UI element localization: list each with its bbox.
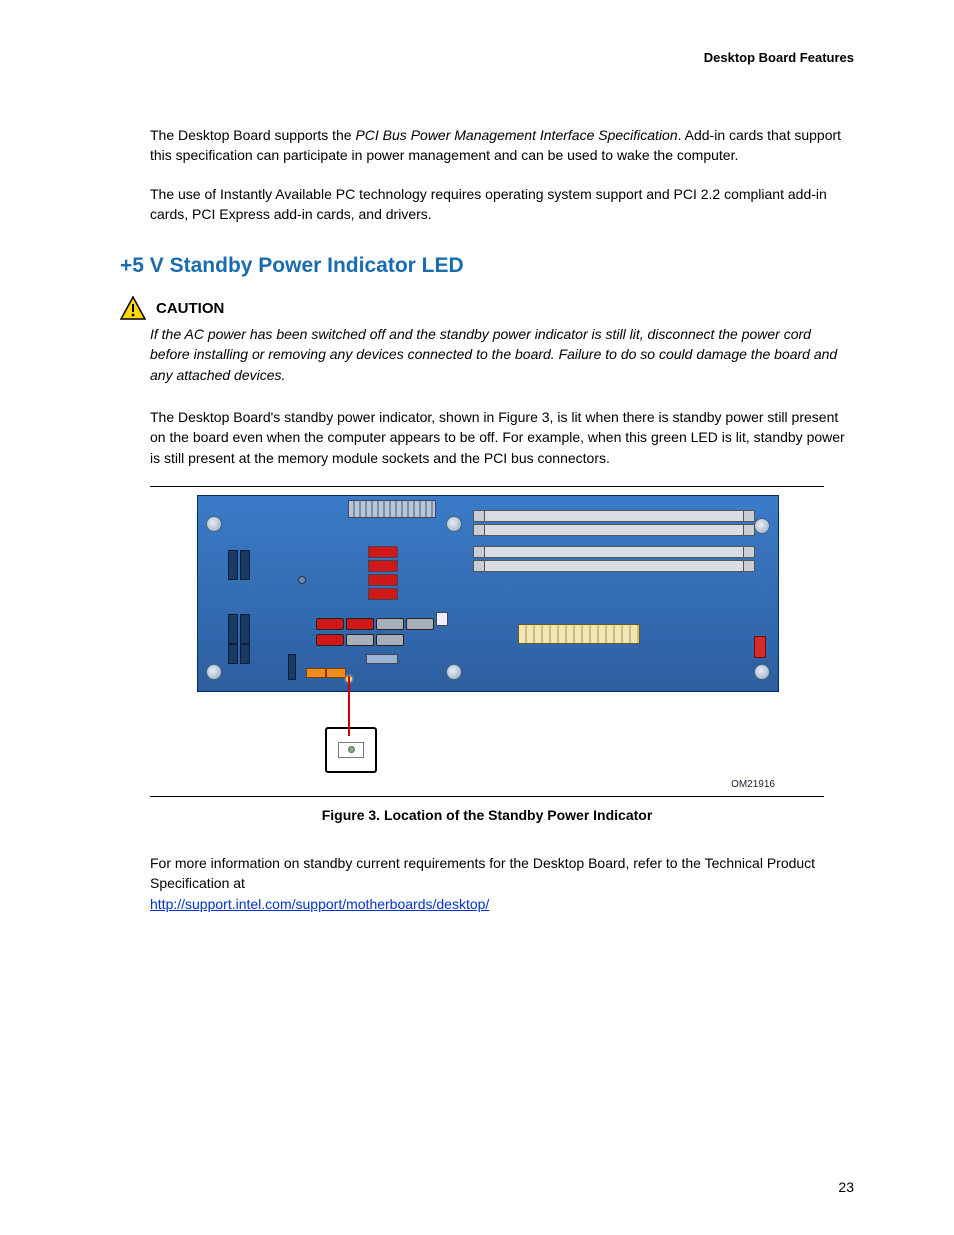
page-header: Desktop Board Features [120,50,854,65]
figure-om-code: OM21916 [197,779,775,790]
paragraph-3: The Desktop Board's standby power indica… [150,407,854,468]
caution-text: If the AC power has been switched off an… [150,324,854,385]
para1-italic: PCI Bus Power Management Interface Speci… [355,127,677,143]
paragraph-4: For more information on standby current … [150,853,854,914]
figure-wrap: OM21916 Figure 3. Location of the Standb… [150,486,824,823]
figure-caption: Figure 3. Location of the Standby Power … [150,807,824,823]
paragraph-2: The use of Instantly Available PC techno… [150,184,854,225]
caution-label: CAUTION [156,300,224,317]
para1-pre: The Desktop Board supports the [150,127,355,143]
support-link[interactable]: http://support.intel.com/support/motherb… [150,896,489,912]
section-heading: +5 V Standby Power Indicator LED [120,254,854,278]
callout-line [348,676,350,736]
figure-rule-bottom [150,796,824,797]
paragraph-1: The Desktop Board supports the PCI Bus P… [150,125,854,166]
caution-row: CAUTION [120,296,854,320]
para4-text: For more information on standby current … [150,855,815,891]
caution-icon [120,296,146,320]
figure-rule-top [150,486,824,487]
board-figure: OM21916 [197,495,777,790]
motherboard [197,495,779,692]
page-number: 23 [838,1179,854,1195]
callout-box [325,727,377,773]
